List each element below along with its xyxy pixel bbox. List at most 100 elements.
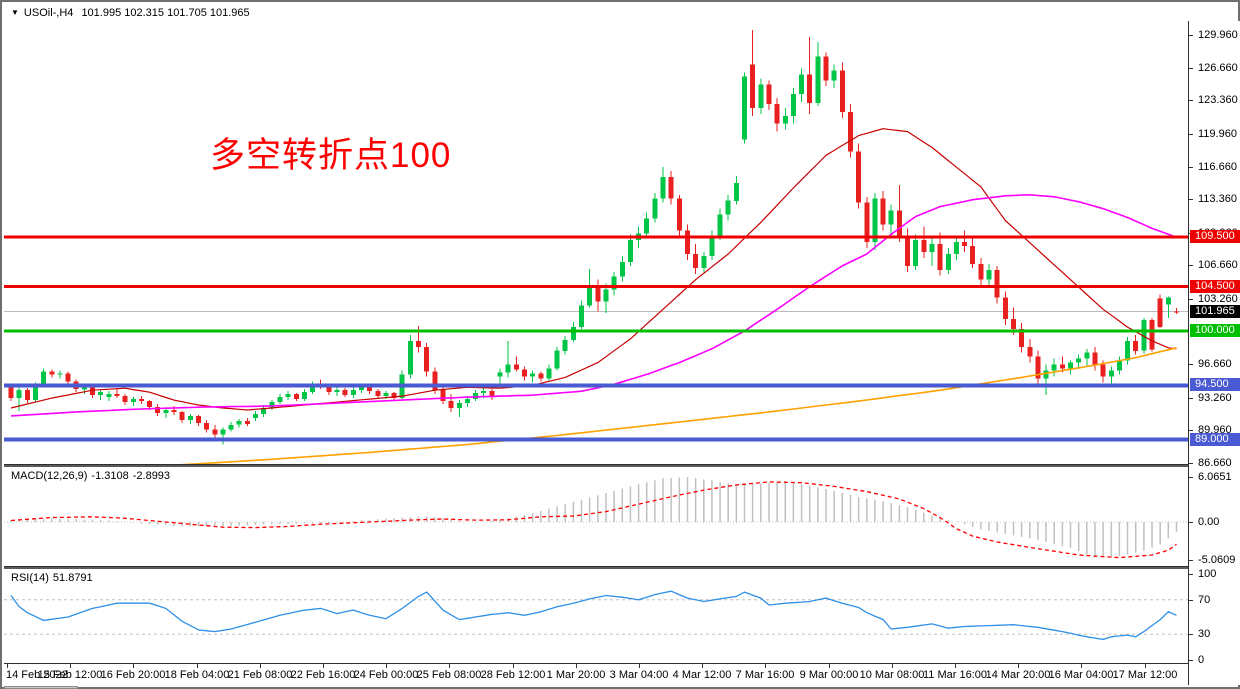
candle-body [579, 305, 584, 327]
candle-body [921, 240, 927, 252]
candle-body [652, 198, 658, 219]
price-scale[interactable]: 129.960 126.660 123.360 119.960 116.660 113.3… [1188, 21, 1240, 685]
candle-body [782, 115, 788, 124]
macd-signal-line [10, 481, 1177, 559]
candle-body [880, 198, 886, 225]
candle-body [122, 396, 128, 402]
time-label: 28 Feb 12:00 [480, 669, 546, 681]
candle-body [285, 394, 291, 398]
candle-body [660, 177, 666, 199]
candle-body [155, 407, 161, 413]
price-tick-label: 119.960 [1189, 128, 1240, 140]
candle-body [24, 390, 30, 401]
candle-body [228, 424, 234, 430]
time-label: 9 Mar 00:00 [799, 669, 859, 681]
candle-body [130, 399, 136, 403]
candle-body [766, 84, 772, 104]
candle-body [815, 56, 821, 103]
candle-body [204, 422, 210, 430]
time-label: 3 Mar 04:00 [609, 669, 669, 681]
time-label: 7 Mar 16:00 [735, 669, 795, 681]
macd-indicator-pane[interactable] [4, 467, 1188, 566]
pane-splitter[interactable] [4, 464, 1240, 467]
time-tick [323, 664, 324, 668]
candle-body [994, 269, 1000, 298]
time-tick [955, 664, 956, 668]
candle-body [163, 410, 169, 413]
price-tick-label: 123.360 [1189, 94, 1240, 106]
candle-body [1019, 329, 1025, 347]
candle-body [896, 210, 902, 237]
candle-body [41, 371, 47, 386]
candle-body [676, 198, 682, 231]
time-tick [1081, 664, 1082, 668]
time-tick [513, 664, 514, 668]
candle-body [693, 254, 699, 268]
candle-body [187, 415, 193, 420]
candle-body [367, 386, 373, 392]
candle-body [717, 214, 723, 237]
candle-body [65, 373, 71, 382]
time-label: 16 Feb 20:00 [100, 669, 166, 681]
candle-body [603, 289, 609, 302]
candle-body [456, 403, 462, 408]
time-label: 17 Mar 12:00 [1112, 669, 1178, 681]
time-label: 10 Mar 08:00 [859, 669, 925, 681]
main-chart-pane[interactable] [4, 21, 1188, 464]
chart-annotation[interactable]: 多空转折点100 [210, 136, 452, 175]
price-tick-label: 103.260 [1189, 293, 1240, 305]
candle-body [725, 200, 731, 215]
candle-body [326, 387, 332, 393]
candle-body [587, 287, 593, 306]
time-scale[interactable]: 14 Feb 2022 15 Feb 12:00 16 Feb 20:00 18 Fe… [4, 664, 1188, 685]
candle-body [196, 415, 201, 423]
time-tick [260, 664, 261, 668]
price-tick-label: 96.660 [1189, 358, 1240, 370]
candle-body [978, 263, 984, 280]
candle-body [1011, 319, 1016, 330]
candle-body [106, 394, 112, 398]
price-badge: 94.500 [1190, 378, 1240, 391]
candle-body [554, 350, 560, 369]
candle-body [505, 364, 511, 373]
rsi-indicator-pane[interactable] [4, 569, 1188, 663]
candle-body [1141, 320, 1147, 351]
candle-body [310, 385, 316, 393]
candle-body [668, 177, 674, 199]
candle-body [685, 230, 690, 254]
candle-body [538, 373, 544, 379]
candle-body [1076, 358, 1082, 363]
candle-body [546, 368, 552, 379]
pane-splitter[interactable] [4, 566, 1240, 569]
candle-body [114, 394, 120, 397]
time-tick [1018, 664, 1019, 668]
candle-body [1174, 311, 1179, 313]
time-tick [449, 664, 450, 668]
candle-body [774, 104, 780, 124]
time-label: 18 Feb 04:00 [164, 669, 230, 681]
macd-axis-label: 0.00 [1189, 516, 1240, 528]
price-tick-label: 116.660 [1189, 161, 1240, 173]
price-badge: 109.500 [1190, 230, 1240, 243]
candle-body [81, 387, 87, 390]
ohlc-values: 101.995 102.315 101.705 101.965 [81, 7, 250, 19]
ma-slow-line [180, 347, 1177, 464]
candle-body [1002, 297, 1008, 320]
candle-body [611, 276, 617, 290]
rsi-value: 51.8791 [52, 572, 93, 584]
candle-body [644, 218, 650, 234]
candle-body [342, 390, 348, 396]
time-label: 4 Mar 12:00 [672, 669, 732, 681]
time-tick [133, 664, 134, 668]
candle-body [293, 394, 299, 400]
candle-body [733, 183, 739, 201]
price-tick-label: 93.260 [1189, 392, 1240, 404]
candle-body [171, 410, 177, 412]
price-badge: 89.000 [1190, 433, 1240, 446]
chart-title: ▼ USOil-,H4 101.995 102.315 101.705 101.96… [4, 4, 1188, 21]
price-badge: 101.965 [1190, 305, 1240, 318]
symbol-dropdown-icon[interactable]: ▼ [11, 8, 19, 17]
candle-body [562, 339, 568, 351]
candle-body [98, 392, 104, 396]
